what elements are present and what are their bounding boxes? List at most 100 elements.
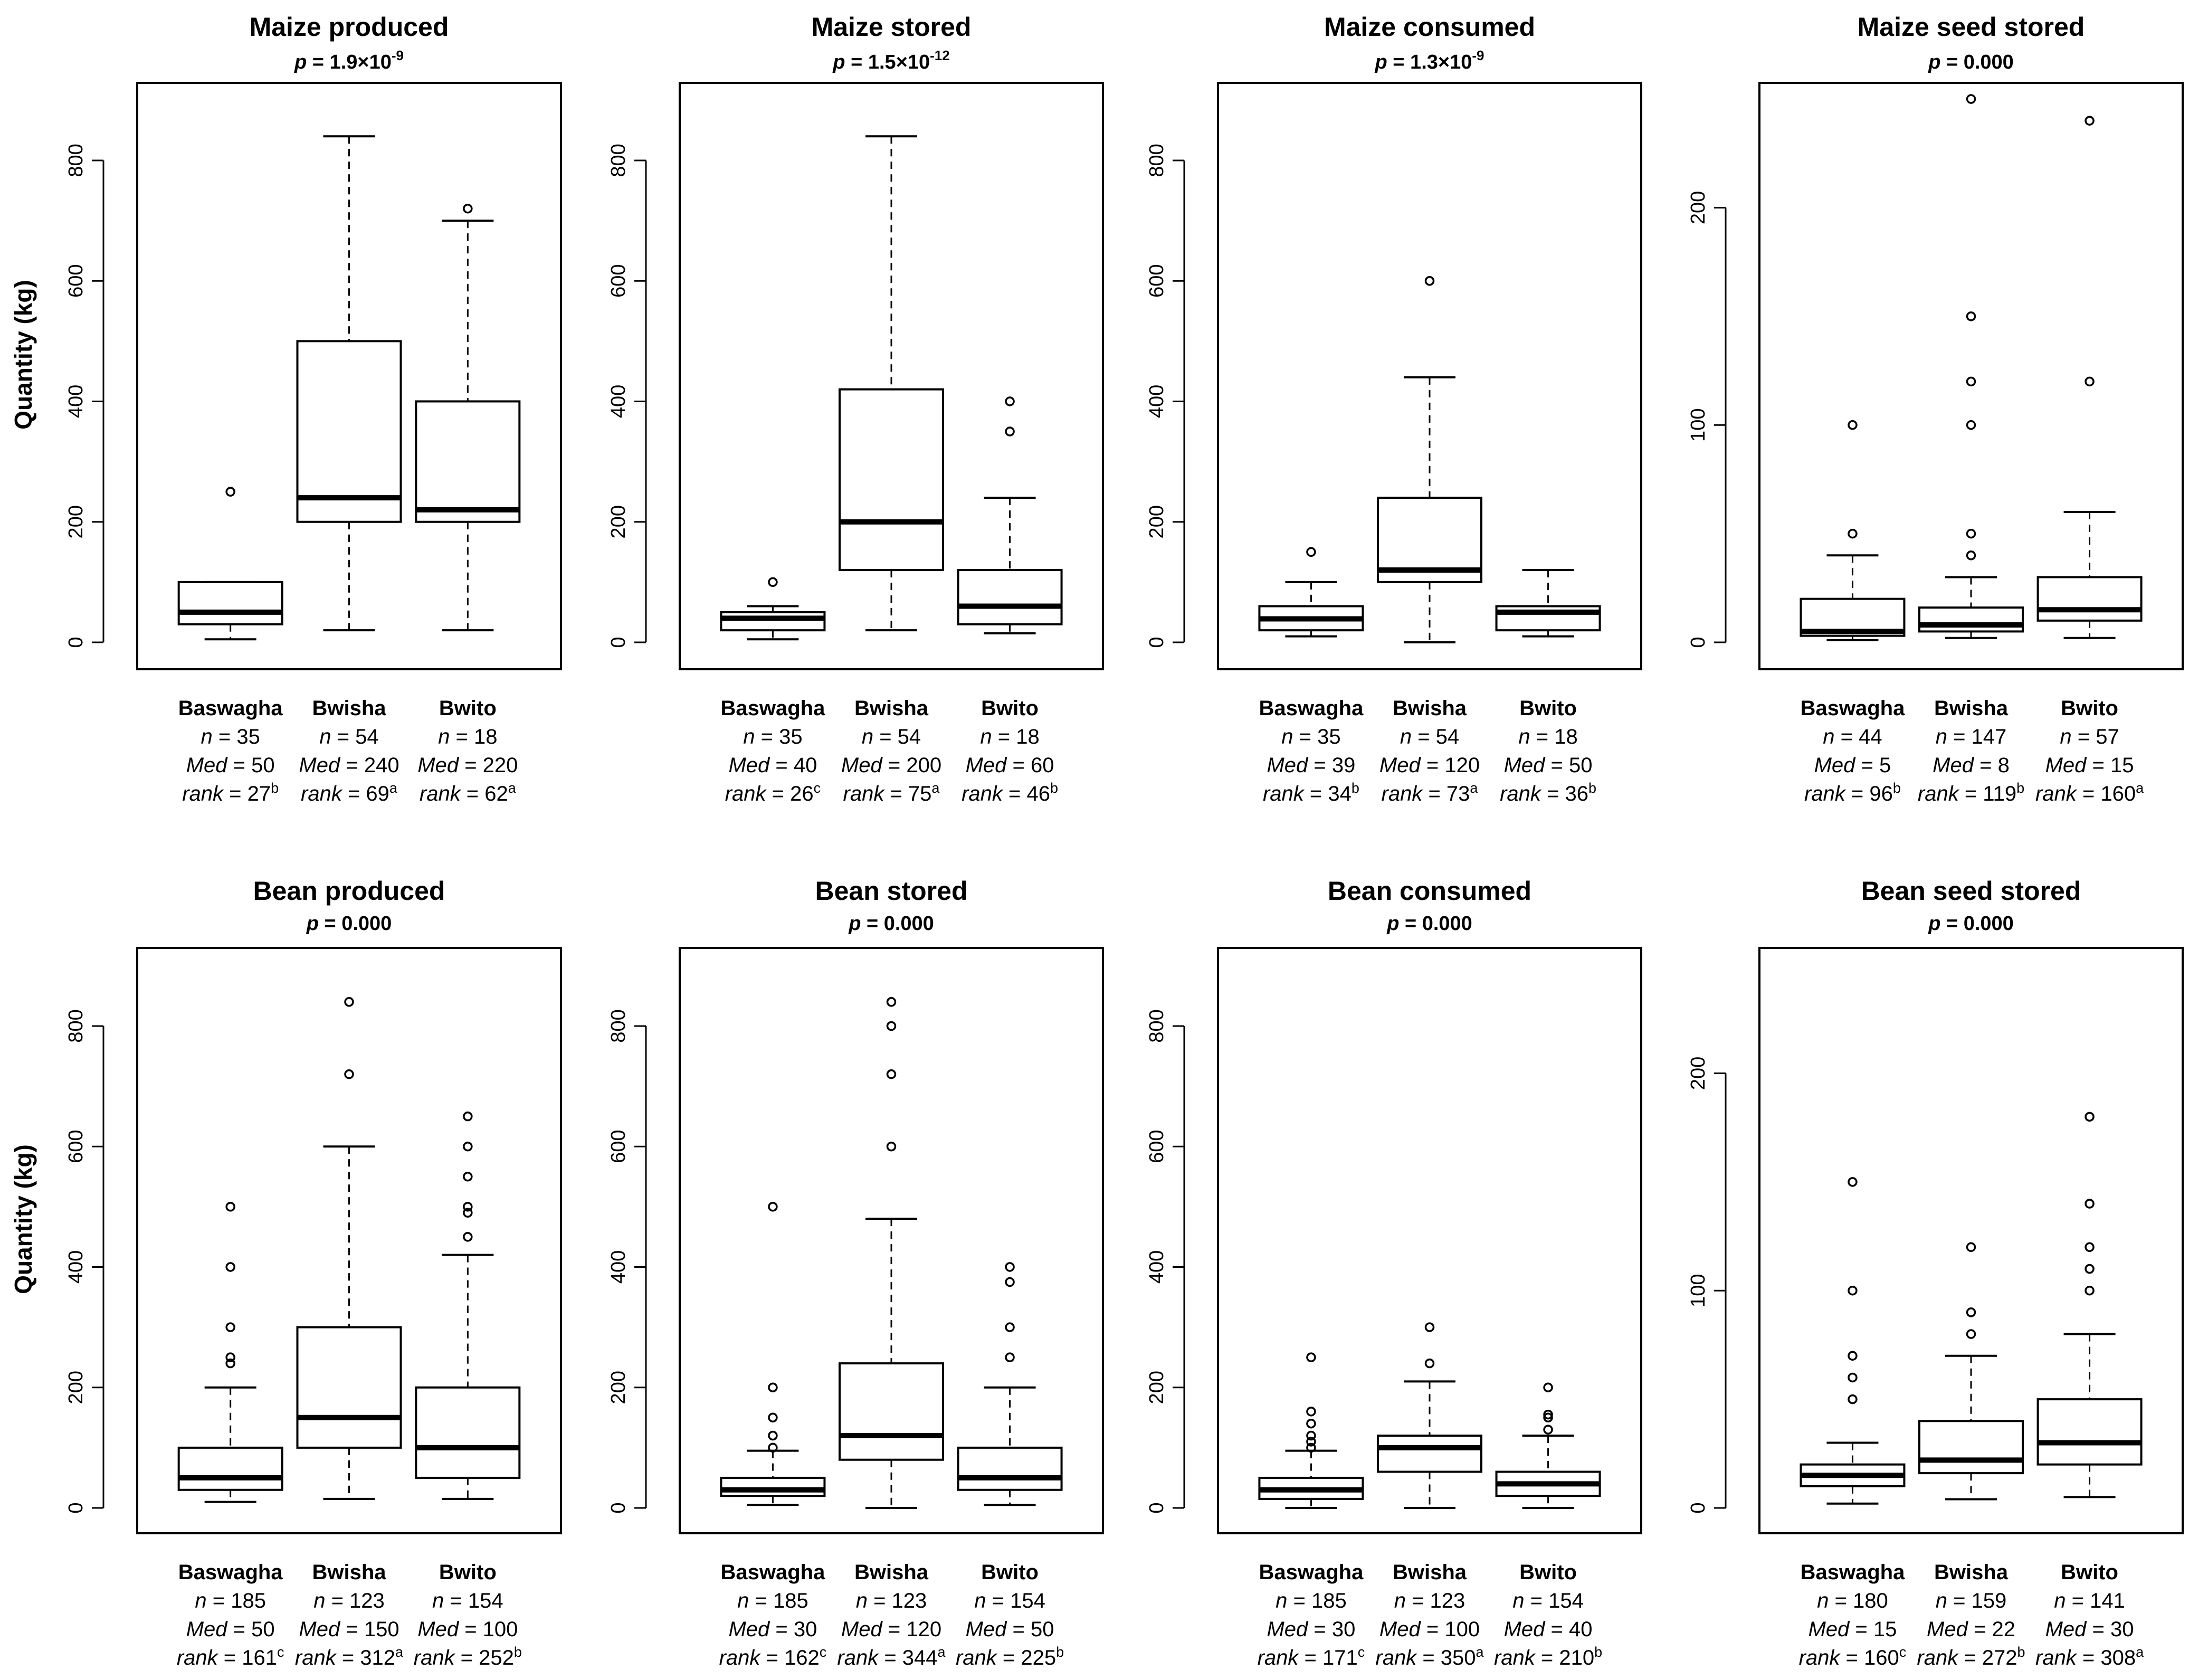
- y-tick-label: 400: [1146, 1250, 1168, 1284]
- rank-letter: c: [277, 1644, 284, 1660]
- n-symbol: n: [1518, 725, 1530, 748]
- p-symbol: p: [1375, 51, 1387, 73]
- chart-title: Maize consumed: [1324, 12, 1535, 42]
- box-baswagha: Baswagha n = 44 Med = 5 rank = 96b: [1800, 420, 1906, 805]
- group-rank: rank = 69a: [301, 780, 398, 805]
- med-symbol: Med: [1379, 754, 1422, 777]
- group-label: Baswagha: [1801, 1561, 1906, 1584]
- box-bwisha: Bwisha n = 159 Med = 22 rank = 272b: [1917, 1242, 2025, 1669]
- n-value: = 154: [444, 1589, 503, 1612]
- group-rank: rank = 26c: [725, 780, 821, 805]
- group-median: Med = 5: [1814, 754, 1891, 777]
- box-baswagha: Baswagha n = 180 Med = 15 rank = 160c: [1799, 1177, 1906, 1669]
- n-symbol: n: [1936, 1589, 1947, 1612]
- outlier-point: [886, 1021, 897, 1031]
- n-symbol: n: [1817, 1589, 1829, 1612]
- rank-symbol: rank: [843, 782, 886, 805]
- med-value: = 8: [1974, 754, 2010, 777]
- outlier-point: [1005, 1277, 1015, 1287]
- group-median: Med = 240: [299, 754, 399, 777]
- group-n: n = 141: [2054, 1589, 2125, 1612]
- rank-value: = 36: [1541, 782, 1588, 805]
- chart-panel: Bean stored p = 0.000 0 200 400 600 800 Baswagh…: [607, 876, 1104, 1669]
- outlier-point: [2085, 376, 2095, 387]
- group-median: Med = 8: [1933, 754, 2010, 777]
- y-tick-label: 0: [607, 637, 630, 648]
- rank-symbol: rank: [1375, 1646, 1417, 1669]
- rank-letter: a: [395, 1644, 404, 1660]
- n-symbol: n: [1512, 1589, 1524, 1612]
- n-symbol: n: [974, 1589, 986, 1612]
- outlier-point: [1543, 1409, 1553, 1420]
- rank-symbol: rank: [414, 1646, 456, 1669]
- rank-symbol: rank: [1804, 782, 1847, 805]
- group-rank: rank = 62a: [420, 780, 517, 805]
- n-symbol: n: [1394, 1589, 1406, 1612]
- med-symbol: Med: [1933, 754, 1975, 777]
- n-symbol: n: [743, 725, 755, 748]
- rank-letter: a: [931, 780, 940, 796]
- y-tick-label: 0: [1146, 637, 1168, 648]
- n-value: = 57: [2072, 725, 2119, 748]
- group-label: Bwisha: [312, 1561, 386, 1584]
- group-label: Bwisha: [1934, 1561, 2009, 1584]
- outlier-point: [463, 1202, 473, 1212]
- outlier-point: [886, 1141, 897, 1152]
- n-symbol: n: [1936, 725, 1947, 748]
- box-baswagha: Baswagha n = 185 Med = 50 rank = 161c: [177, 1202, 284, 1669]
- iqr-box: [2036, 1398, 2143, 1466]
- rank-value: = 75: [884, 782, 931, 805]
- group-rank: rank = 34b: [1263, 780, 1359, 805]
- y-tick-label: 600: [1146, 264, 1168, 298]
- group-label: Bwisha: [854, 1561, 929, 1584]
- outlier-point: [225, 1202, 235, 1212]
- outlier-point: [1543, 1412, 1553, 1423]
- box-bwito: Bwito n = 18 Med = 220 rank = 62a: [415, 204, 521, 805]
- group-label: Bwito: [439, 1561, 497, 1584]
- p-symbol: p: [306, 913, 319, 935]
- plot-frame: [679, 82, 1104, 670]
- box-bwisha: Bwisha n = 54 Med = 120 rank = 73a: [1377, 276, 1482, 805]
- group-median: Med = 50: [186, 754, 275, 777]
- n-symbol: n: [195, 1589, 206, 1612]
- plot-frame: [136, 947, 562, 1534]
- group-label: Baswagha: [721, 697, 826, 720]
- iqr-box: [415, 1386, 521, 1479]
- n-value: = 141: [2066, 1589, 2125, 1612]
- group-rank: rank = 36b: [1500, 780, 1596, 805]
- med-symbol: Med: [417, 754, 460, 777]
- iqr-box: [839, 388, 944, 572]
- chart-panel: Bean consumed p = 0.000 0 200 400 600 800 Baswa…: [1146, 876, 1642, 1669]
- outlier-point: [463, 1208, 473, 1218]
- y-tick-label: 800: [607, 144, 630, 177]
- rank-letter: a: [508, 780, 517, 796]
- rank-value: = 160: [2077, 782, 2136, 805]
- y-tick-label: 0: [607, 1502, 630, 1513]
- med-value: = 40: [1545, 1618, 1592, 1641]
- iqr-box: [957, 1446, 1063, 1491]
- group-median: Med = 30: [1267, 1618, 1355, 1641]
- group-rank: rank = 272b: [1917, 1644, 2025, 1669]
- p-exponent: -9: [392, 48, 404, 63]
- rank-letter: c: [1358, 1644, 1365, 1660]
- rank-value: = 350: [1416, 1646, 1476, 1669]
- outlier-point: [225, 487, 235, 497]
- med-value: = 120: [1421, 754, 1480, 777]
- med-symbol: Med: [186, 1618, 229, 1641]
- outlier-point: [1306, 1352, 1316, 1362]
- n-symbol: n: [2060, 725, 2071, 748]
- n-value: = 35: [213, 725, 260, 748]
- y-tick-label: 600: [607, 264, 630, 298]
- outlier-point: [463, 1232, 473, 1242]
- p-number: = 1.9×10: [307, 51, 392, 73]
- y-axis-label-top: Quantity (kg): [9, 280, 37, 430]
- rank-value: = 46: [1003, 782, 1050, 805]
- outlier-point: [1005, 1262, 1015, 1272]
- box-baswagha: Baswagha n = 185 Med = 30 rank = 171c: [1258, 1352, 1365, 1669]
- outlier-point: [1306, 1418, 1316, 1429]
- outlier-point: [1424, 276, 1435, 286]
- outlier-point: [1966, 94, 1976, 104]
- p-symbol: p: [1928, 913, 1940, 935]
